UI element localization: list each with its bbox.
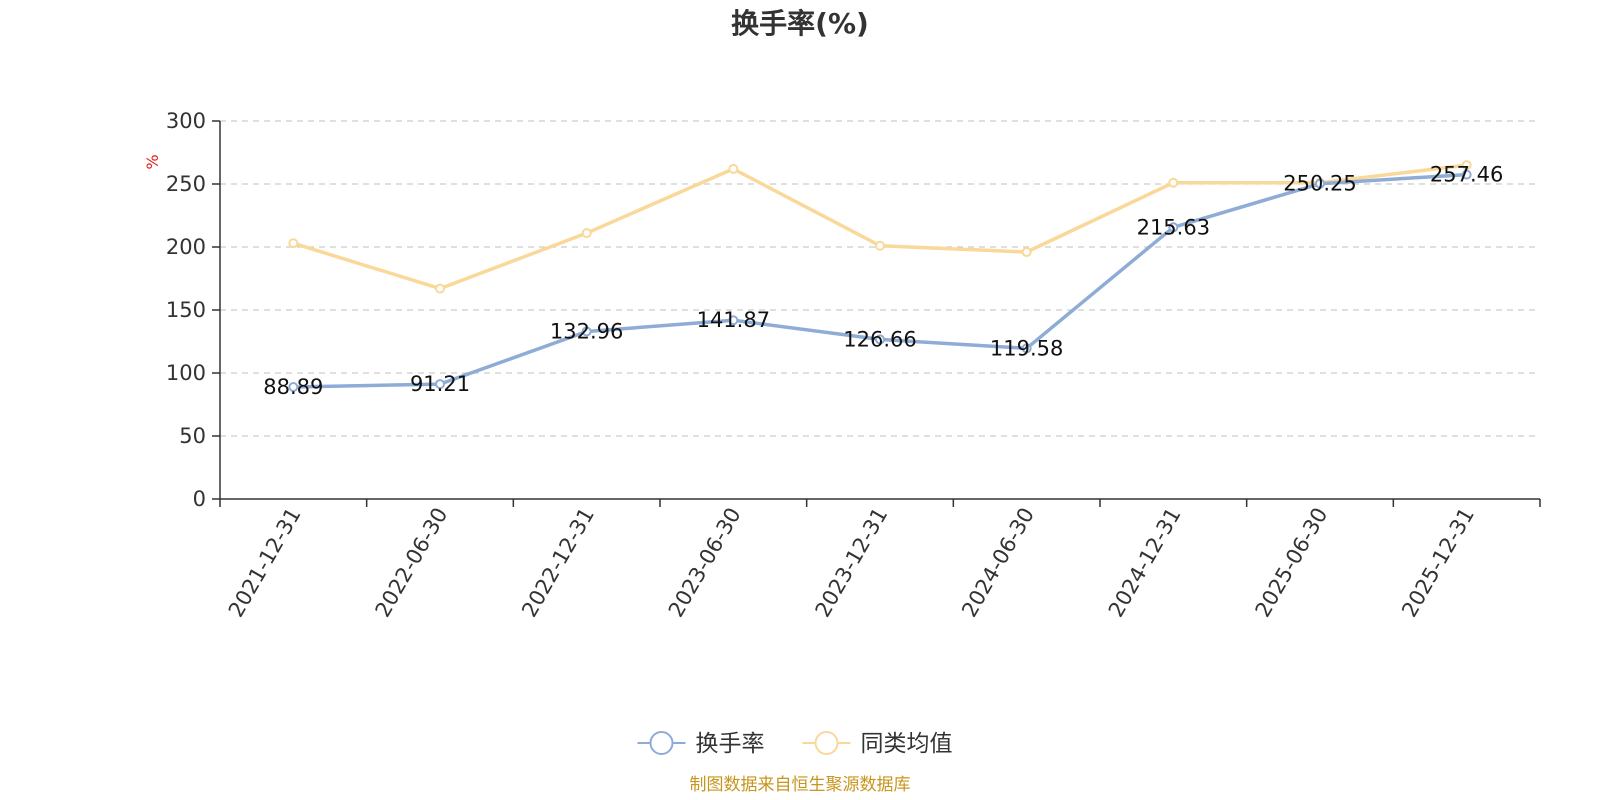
y-tick-label: 250 <box>166 172 206 196</box>
data-point <box>728 315 739 326</box>
data-label: 126.66 <box>843 327 916 351</box>
y-tick-label: 0 <box>193 487 206 511</box>
x-tick-label: 2024-12-31 <box>1104 504 1186 622</box>
data-label: 132.96 <box>550 319 623 343</box>
x-tick-label: 2025-12-31 <box>1397 504 1479 622</box>
data-label: 119.58 <box>990 336 1063 360</box>
x-tick-label: 2022-06-30 <box>371 504 453 622</box>
data-point <box>1021 343 1032 354</box>
data-point <box>288 238 299 249</box>
data-point <box>1168 177 1179 188</box>
data-point <box>1021 247 1032 258</box>
y-tick-label: 150 <box>166 298 206 322</box>
data-point <box>875 334 885 345</box>
data-point <box>728 163 739 174</box>
data-point <box>288 381 299 392</box>
data-point <box>1461 160 1472 171</box>
y-tick-label: 50 <box>179 424 206 448</box>
x-tick-label: 2024-06-30 <box>957 504 1039 622</box>
data-label: 215.63 <box>1137 215 1210 239</box>
data-point <box>1168 222 1179 233</box>
data-label: 257.46 <box>1430 163 1503 187</box>
chart-title: 换手率(%) <box>731 7 869 40</box>
x-tick-label: 2021-12-31 <box>224 504 306 622</box>
data-label: 250.25 <box>1283 172 1356 196</box>
y-tick-label: 200 <box>166 235 206 259</box>
data-label: 91.21 <box>410 372 470 396</box>
data-point <box>875 240 885 251</box>
x-tick-label: 2025-06-30 <box>1251 504 1333 622</box>
grid-lines <box>220 120 1540 437</box>
data-label: 88.89 <box>263 375 323 399</box>
data-point <box>1315 178 1325 189</box>
legend-item[interactable]: 同类均值 <box>802 731 953 757</box>
y-tick-label: 300 <box>166 109 206 133</box>
legend-item[interactable]: 换手率 <box>637 731 765 757</box>
legend-label: 换手率 <box>696 731 765 757</box>
data-labels: 88.89 91.21 132.96 141.87 126.66 119.58 215.63… <box>263 163 1503 399</box>
series-lines <box>288 160 1472 392</box>
legend-marker-icon <box>814 731 839 755</box>
source-note: 制图数据来自恒生聚源数据库 <box>690 775 911 795</box>
x-tick-label: 2022-12-31 <box>517 504 599 622</box>
data-point <box>1461 169 1472 180</box>
x-tick-label: 2023-06-30 <box>664 504 746 622</box>
legend-label: 同类均值 <box>861 731 953 757</box>
x-tick-label: 2023-12-31 <box>811 504 893 622</box>
data-point <box>581 326 592 337</box>
legend[interactable]: 换手率 同类均值 <box>637 731 953 757</box>
data-point <box>435 283 445 294</box>
y-tick-label: 100 <box>166 361 206 385</box>
legend-marker-icon <box>649 731 674 755</box>
data-point <box>581 228 592 239</box>
series-line <box>293 172 1467 389</box>
y-axis-unit: % <box>143 154 162 169</box>
data-label: 141.87 <box>697 308 770 332</box>
data-point <box>435 379 445 390</box>
